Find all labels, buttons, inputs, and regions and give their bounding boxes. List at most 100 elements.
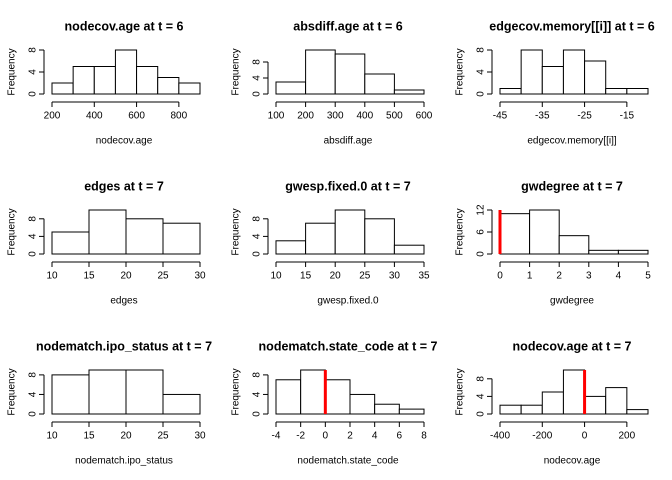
bar <box>617 249 649 255</box>
bar <box>541 66 564 95</box>
bar <box>558 235 590 255</box>
x-tick-label: 300 <box>327 111 344 122</box>
bar <box>157 77 180 95</box>
x-tick-label: 1 <box>527 271 533 282</box>
x-tick-label: 600 <box>416 111 433 122</box>
bar <box>364 218 395 255</box>
bar <box>562 369 586 415</box>
bar <box>499 88 522 95</box>
x-tick-label: 200 <box>619 431 636 442</box>
x-tick-label: 2 <box>347 431 353 442</box>
bar <box>393 244 425 255</box>
x-tick-label: 10 <box>270 271 282 282</box>
bar <box>178 82 201 95</box>
x-tick-label: -4 <box>272 431 281 442</box>
bar <box>93 66 116 95</box>
x-tick-label: 10 <box>46 431 58 442</box>
bar <box>88 369 127 415</box>
x-tick-label: 600 <box>128 111 145 122</box>
y-tick-label: 0 <box>476 91 487 97</box>
x-tick-label: -25 <box>577 111 592 122</box>
y-tick-label: 0 <box>252 251 263 257</box>
x-axis-label: edges <box>110 296 137 307</box>
bar <box>324 379 351 415</box>
chart-title: nodematch.ipo_status at t = 7 <box>36 339 212 353</box>
x-tick-label: 500 <box>386 111 403 122</box>
y-axis-label: Frequency <box>455 48 466 95</box>
bar <box>162 222 201 255</box>
y-tick-label: 0 <box>28 411 39 417</box>
bar <box>626 88 649 95</box>
x-tick-label: 0 <box>497 271 503 282</box>
bar <box>393 89 425 95</box>
bar <box>125 369 164 415</box>
chart-title: absdiff.age at t = 6 <box>293 19 402 33</box>
bar <box>162 393 201 415</box>
x-tick-label: 0 <box>323 431 329 442</box>
bar <box>334 209 366 255</box>
y-tick-label: 4 <box>28 391 39 397</box>
x-tick-label: 15 <box>83 431 95 442</box>
y-axis-label: Frequency <box>231 368 242 415</box>
bar <box>51 374 90 415</box>
y-tick-label: 0 <box>476 411 487 417</box>
x-tick-label: 20 <box>330 271 342 282</box>
chart-title: nodecov.age at t = 6 <box>65 19 184 33</box>
y-tick-label: 8 <box>28 372 39 378</box>
x-tick-label: 3 <box>586 271 592 282</box>
bar <box>275 379 302 415</box>
y-tick-label: 4 <box>476 393 487 399</box>
bar <box>275 240 307 255</box>
x-tick-label: 200 <box>44 111 61 122</box>
x-tick-label: 30 <box>194 431 206 442</box>
bar <box>88 209 127 255</box>
x-tick-label: 8 <box>421 431 427 442</box>
x-tick-label: 4 <box>616 271 622 282</box>
bar <box>136 66 159 95</box>
bar <box>520 49 543 95</box>
y-tick-label: 8 <box>476 47 487 53</box>
bar <box>125 218 164 255</box>
chart-title: nodecov.age at t = 7 <box>513 339 632 353</box>
x-tick-label: 30 <box>389 271 401 282</box>
x-tick-label: -45 <box>493 111 508 122</box>
x-tick-label: 400 <box>356 111 373 122</box>
y-tick-label: 8 <box>252 216 263 222</box>
y-axis-label: Frequency <box>7 208 18 255</box>
x-tick-label: -400 <box>490 431 510 442</box>
bar <box>605 387 628 415</box>
chart-title: gwesp.fixed.0 at t = 7 <box>285 179 410 193</box>
bar <box>374 403 400 415</box>
bar <box>114 49 138 95</box>
x-tick-label: 20 <box>120 271 132 282</box>
x-tick-label: 100 <box>268 111 285 122</box>
bar <box>72 66 95 95</box>
x-axis-label: gwdegree <box>550 296 594 307</box>
y-axis-label: Frequency <box>231 48 242 95</box>
x-tick-label: 0 <box>582 431 588 442</box>
bar <box>584 60 607 95</box>
x-tick-label: 25 <box>157 431 169 442</box>
y-axis-label: Frequency <box>7 368 18 415</box>
bar <box>584 395 607 415</box>
bar <box>349 393 376 415</box>
y-tick-label: 4 <box>252 75 263 81</box>
x-tick-label: 800 <box>171 111 188 122</box>
x-axis-label: nodematch.state_code <box>297 456 399 467</box>
chart-title: gwdegree at t = 7 <box>521 179 623 193</box>
x-tick-label: 5 <box>645 271 651 282</box>
bar <box>275 81 307 95</box>
y-tick-label: 8 <box>252 372 263 378</box>
y-tick-label: 8 <box>28 47 39 53</box>
x-tick-label: 2 <box>556 271 562 282</box>
y-tick-label: 4 <box>252 233 263 239</box>
x-tick-label: 35 <box>418 271 430 282</box>
x-tick-label: 20 <box>120 431 132 442</box>
y-tick-label: 4 <box>252 391 263 397</box>
chart-title: nodematch.state_code at t = 7 <box>259 339 438 353</box>
y-tick-label: 0 <box>252 411 263 417</box>
x-tick-label: 200 <box>297 111 314 122</box>
x-tick-label: 4 <box>372 431 378 442</box>
bar <box>499 213 531 255</box>
x-axis-label: absdiff.age <box>324 136 373 147</box>
